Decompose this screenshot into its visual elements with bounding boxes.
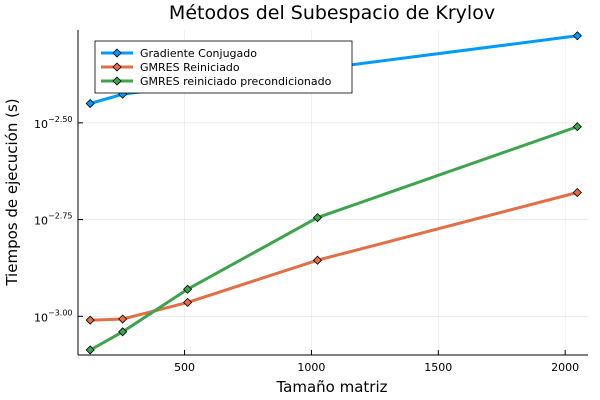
x-axis-label: Tamaño matriz	[275, 378, 387, 396]
y-axis-label: Tiempos de ejecución (s)	[3, 98, 21, 286]
series-1-point	[572, 187, 582, 198]
legend-entry-label: GMRES Reiniciado	[140, 61, 240, 74]
y-tick-exponent: −2.50	[48, 115, 73, 124]
series-0-point	[572, 31, 582, 41]
series-2-point	[85, 345, 95, 355]
series-1-point	[183, 297, 193, 307]
x-tick-label: 500	[174, 361, 195, 374]
y-tick-label: 10	[34, 215, 48, 228]
legend-box	[94, 40, 353, 94]
legend-entry-label: Gradiente Conjugado	[140, 47, 257, 60]
series-group	[85, 31, 582, 355]
y-tick-label: 10	[34, 311, 48, 324]
series-1-point	[312, 255, 323, 265]
y-tick-exponent: −3.00	[48, 308, 73, 317]
series-2-point	[312, 213, 323, 223]
y-tick-exponent: −2.75	[48, 212, 73, 221]
plot-frame	[77, 30, 588, 356]
series-2-point	[572, 122, 582, 132]
legend-entry-label: GMRES reiniciado precondicionado	[140, 75, 332, 88]
x-tick-label: 2000	[551, 361, 579, 374]
series-2-point	[183, 284, 193, 294]
series-1-point	[85, 315, 95, 325]
x-tick-label: 1500	[424, 361, 452, 374]
x-tick-label: 1000	[297, 361, 325, 374]
legend-swatch-marker	[112, 62, 122, 72]
y-tick-label: 10	[34, 118, 48, 131]
legend-swatch-marker	[112, 48, 122, 58]
chart-title: Métodos del Subespacio de Krylov	[169, 2, 495, 24]
x-ticks: 500 1000 1500 2000	[174, 350, 579, 374]
series-0-point	[85, 98, 95, 109]
legend-swatch-marker	[112, 76, 122, 86]
series-2-point	[118, 327, 128, 337]
series-1-point	[118, 314, 128, 324]
